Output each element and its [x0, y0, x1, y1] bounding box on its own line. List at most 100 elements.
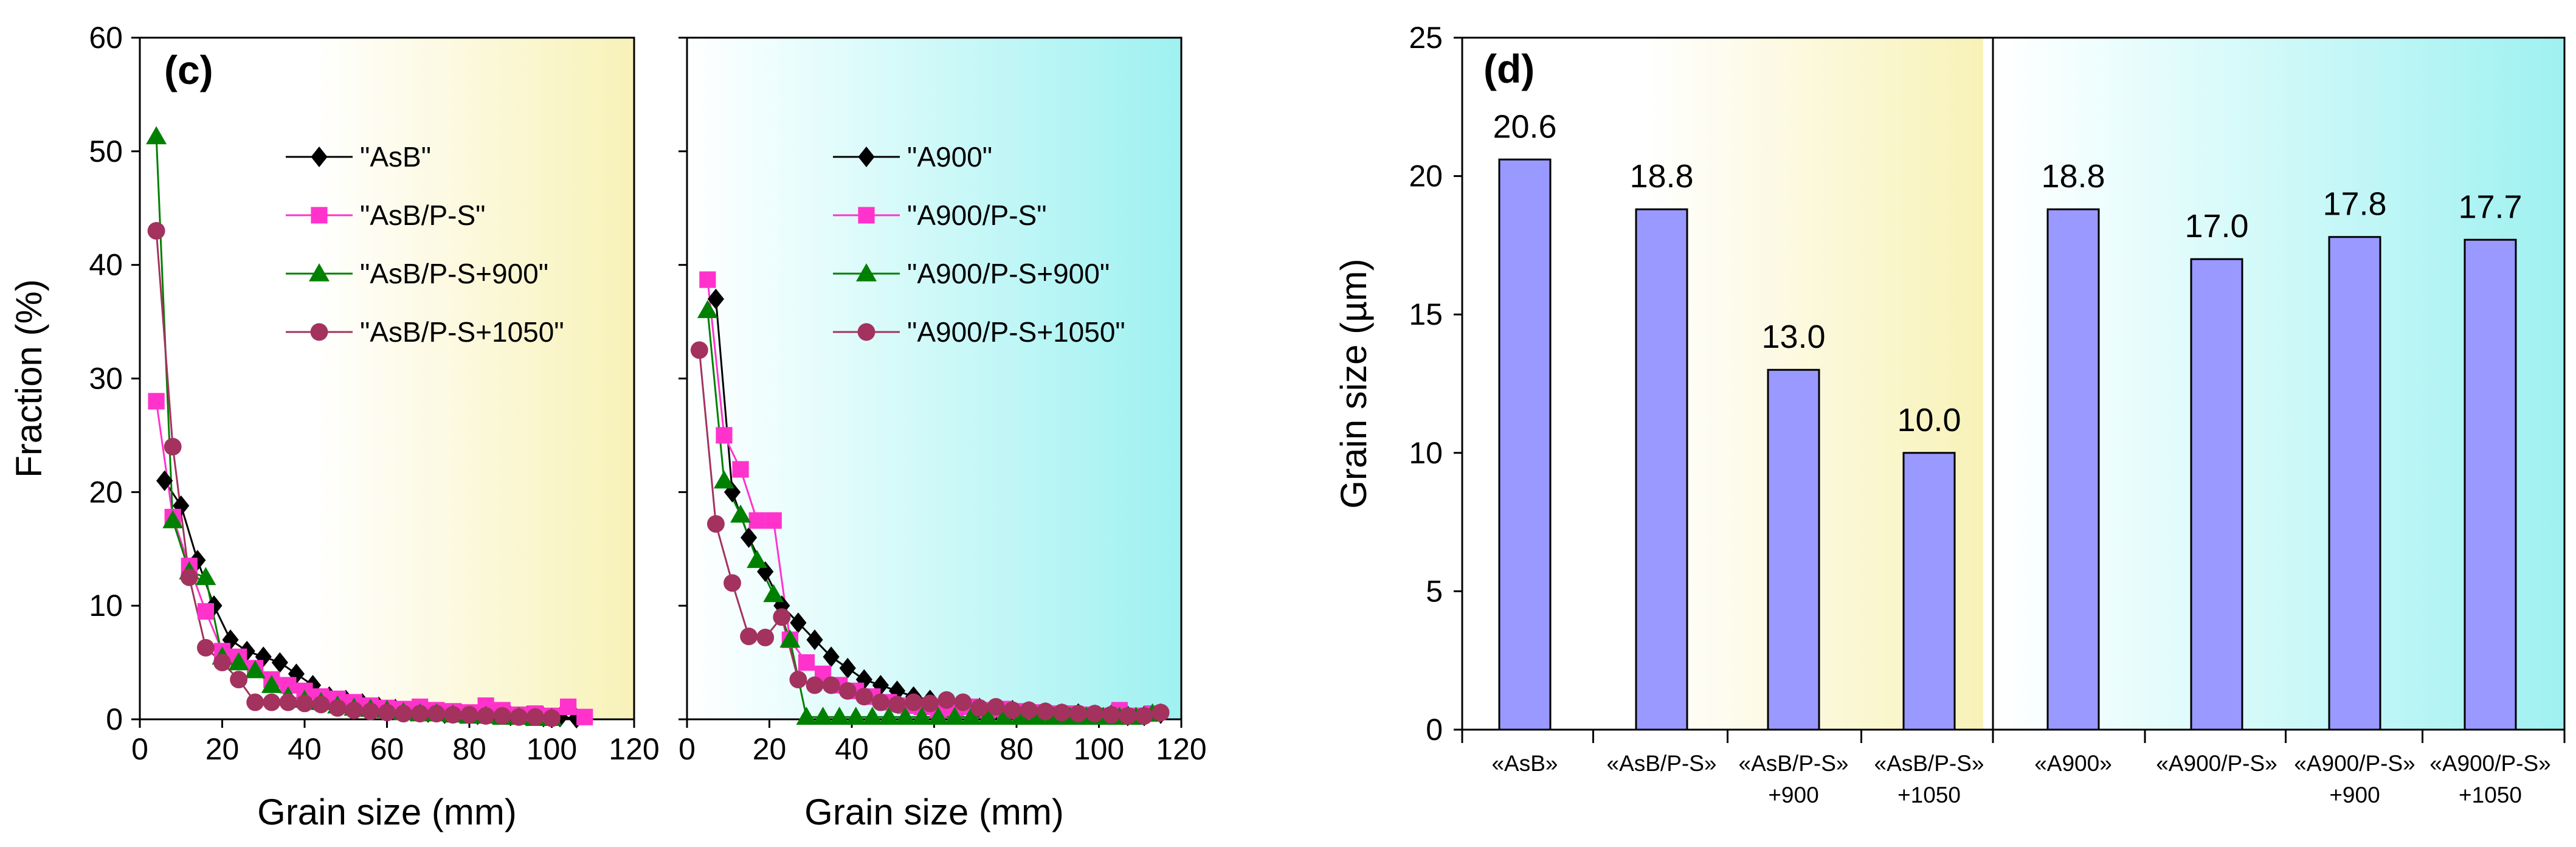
- data-point: [1119, 707, 1137, 725]
- legend-swatch-marker: [857, 323, 875, 341]
- x-tick-label: 0: [131, 732, 148, 766]
- data-point: [823, 646, 840, 668]
- data-point: [1135, 707, 1153, 725]
- data-point: [928, 707, 949, 725]
- legend-label: "AsB/P-S": [360, 199, 485, 231]
- data-point: [1053, 704, 1071, 722]
- data-point: [806, 629, 823, 651]
- legend-label: "A900/P-S+1050": [907, 316, 1125, 348]
- x-tick-label: 60: [917, 732, 951, 766]
- data-point: [763, 584, 784, 603]
- y-tick-label: 60: [89, 21, 123, 55]
- data-point: [855, 688, 873, 706]
- data-point: [328, 699, 347, 717]
- data-point: [288, 663, 305, 685]
- data-point: [509, 708, 528, 726]
- data-point: [1003, 701, 1021, 719]
- data-point: [740, 627, 758, 646]
- data-point: [213, 654, 231, 672]
- data-point: [263, 693, 281, 711]
- data-point: [427, 705, 446, 723]
- x-tick-label: 120: [1156, 732, 1206, 766]
- bar: [1498, 158, 1552, 731]
- data-point: [543, 709, 561, 727]
- category-label: «AsB»: [1491, 751, 1558, 776]
- legend-label: "AsB": [360, 141, 431, 173]
- data-point: [1036, 702, 1054, 721]
- plot-frame-d: [1461, 36, 2566, 731]
- category-label: «AsB/P-S»: [1874, 751, 1984, 776]
- data-point: [812, 707, 834, 725]
- bar: [1902, 452, 1956, 731]
- data-point: [747, 550, 768, 569]
- data-point: [806, 676, 824, 694]
- data-point: [838, 682, 857, 700]
- data-point: [839, 657, 856, 679]
- data-point: [723, 574, 741, 592]
- data-point: [707, 288, 725, 309]
- panel-label-c: (c): [164, 47, 213, 92]
- data-point: [1152, 704, 1170, 722]
- bar-value-label: 17.0: [2184, 208, 2248, 244]
- legend-label: "AsB/P-S+900": [360, 258, 548, 289]
- x-tick-label: 60: [370, 732, 404, 766]
- legend-swatch-marker: [310, 323, 328, 341]
- bar: [2190, 258, 2243, 731]
- data-point: [230, 671, 248, 689]
- y-tick-label: 40: [89, 248, 123, 282]
- bar-value-label: 10.0: [1897, 402, 1961, 438]
- y-tick-label: 10: [89, 589, 123, 623]
- data-point: [312, 696, 330, 714]
- data-point: [713, 470, 734, 489]
- y-tick-label: 0: [1426, 713, 1443, 747]
- x-tick-label: 20: [205, 732, 240, 766]
- data-point: [196, 638, 215, 657]
- data-point: [888, 696, 906, 714]
- data-point: [180, 569, 198, 586]
- data-point: [954, 693, 972, 711]
- data-point: [228, 652, 249, 671]
- x-tick-label: 0: [679, 732, 696, 766]
- data-point: [938, 691, 956, 709]
- bar-value-label: 20.6: [1493, 108, 1556, 145]
- category-label: +900: [2329, 783, 2380, 807]
- data-point: [460, 706, 478, 724]
- bar: [2046, 208, 2100, 731]
- category-label: «A900/P-S»: [2294, 751, 2415, 776]
- data-point: [444, 706, 462, 724]
- data-point: [1026, 707, 1048, 725]
- data-point: [164, 438, 182, 456]
- data-point: [197, 603, 214, 620]
- data-point: [526, 708, 544, 726]
- legend-swatch-marker: [856, 263, 877, 282]
- data-point: [773, 608, 791, 626]
- x-tick-label: 100: [527, 732, 577, 766]
- legend-label: "A900/P-S": [907, 199, 1047, 231]
- data-point: [690, 341, 708, 359]
- data-point: [796, 707, 817, 725]
- data-point: [271, 652, 288, 673]
- y-tick-label: 30: [89, 362, 123, 396]
- data-point: [493, 707, 511, 725]
- bar-value-label: 17.7: [2458, 188, 2522, 225]
- data-point: [147, 222, 165, 240]
- data-point: [790, 612, 807, 634]
- data-point: [741, 527, 758, 548]
- data-point: [1010, 707, 1031, 725]
- data-point: [716, 427, 733, 444]
- data-point: [748, 512, 765, 529]
- x-axis-title: Grain size (mm): [257, 792, 517, 832]
- bar: [1635, 208, 1688, 731]
- data-point: [921, 694, 939, 713]
- y-tick-label: 20: [1409, 159, 1443, 193]
- legend-swatch-marker: [311, 207, 328, 224]
- data-point: [1069, 705, 1088, 723]
- data-point: [977, 707, 998, 725]
- plot-area-c2: [686, 36, 1183, 721]
- data-point: [361, 702, 379, 721]
- bar-value-label: 17.8: [2322, 186, 2386, 223]
- data-point: [871, 693, 889, 711]
- y-tick-label: 0: [106, 702, 123, 736]
- data-point: [829, 707, 850, 725]
